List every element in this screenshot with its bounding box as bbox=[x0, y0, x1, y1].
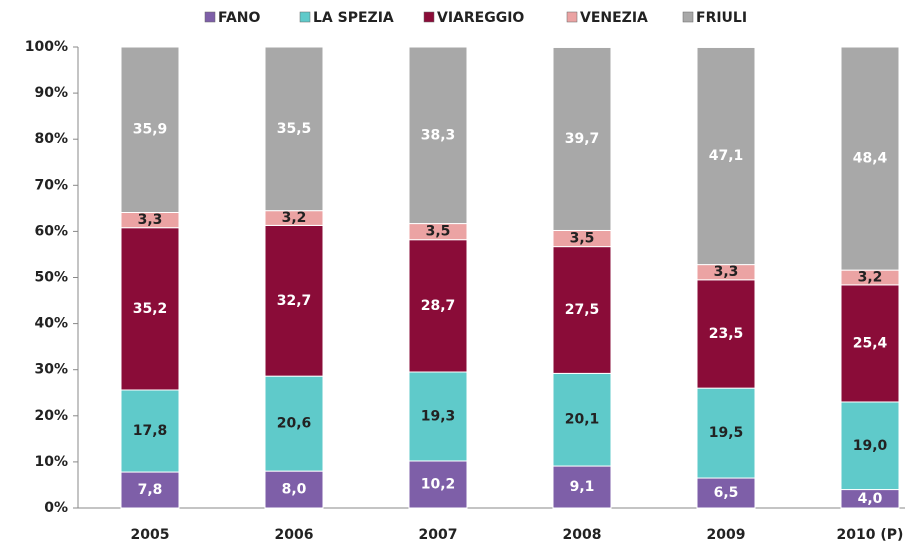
data-label: 19,3 bbox=[421, 408, 456, 424]
legend-swatch bbox=[423, 11, 435, 23]
data-label: 3,2 bbox=[858, 270, 883, 286]
bar-segment bbox=[120, 227, 180, 391]
bar-segment bbox=[408, 46, 468, 225]
y-tick-label: 40% bbox=[34, 316, 68, 332]
legend-label: VIAREGGIO bbox=[437, 10, 524, 26]
data-label: 20,6 bbox=[277, 416, 312, 432]
data-label: 28,7 bbox=[421, 298, 456, 314]
legend-swatch bbox=[682, 11, 694, 23]
y-tick-label: 50% bbox=[34, 270, 68, 286]
data-label: 3,2 bbox=[282, 210, 307, 226]
y-tick-label: 70% bbox=[34, 177, 68, 193]
data-label: 17,8 bbox=[133, 423, 168, 439]
bar-segment bbox=[552, 46, 612, 231]
data-label: 35,5 bbox=[277, 121, 312, 137]
data-label: 32,7 bbox=[277, 293, 312, 309]
bar-segment bbox=[696, 46, 756, 266]
y-tick-label: 20% bbox=[34, 408, 68, 424]
data-label: 19,0 bbox=[853, 438, 888, 454]
bar-segment bbox=[840, 401, 900, 491]
bar-segment bbox=[264, 375, 324, 472]
y-tick-label: 100% bbox=[25, 39, 68, 55]
y-tick-label: 30% bbox=[34, 362, 68, 378]
data-label: 20,1 bbox=[565, 412, 600, 428]
bar-segment bbox=[552, 372, 612, 467]
data-label: 6,5 bbox=[714, 485, 739, 501]
data-label: 27,5 bbox=[565, 302, 600, 318]
bar-segment bbox=[696, 387, 756, 479]
y-tick-label: 60% bbox=[34, 223, 68, 239]
data-label: 25,4 bbox=[853, 335, 888, 351]
data-label: 10,2 bbox=[421, 476, 456, 492]
bar-segment bbox=[840, 284, 900, 403]
y-tick-label: 0% bbox=[44, 500, 68, 516]
data-label: 48,4 bbox=[853, 151, 888, 167]
data-label: 35,2 bbox=[133, 301, 168, 317]
bar-segment bbox=[120, 389, 180, 473]
x-tick-label: 2008 bbox=[563, 527, 602, 543]
data-label: 9,1 bbox=[570, 479, 595, 495]
legend-label: FRIULI bbox=[696, 10, 747, 26]
legend-label: VENEZIA bbox=[580, 10, 648, 26]
x-tick-label: 2007 bbox=[419, 527, 458, 543]
bar-segment bbox=[696, 279, 756, 389]
bar-segment bbox=[264, 46, 324, 212]
bar-segment bbox=[552, 465, 612, 509]
data-label: 3,5 bbox=[570, 231, 595, 247]
x-tick-label: 2006 bbox=[275, 527, 314, 543]
bar-segment bbox=[408, 371, 468, 462]
data-label: 39,7 bbox=[565, 131, 600, 147]
data-label: 7,8 bbox=[138, 482, 163, 498]
legend-label: LA SPEZIA bbox=[313, 10, 394, 26]
legend-swatch bbox=[566, 11, 578, 23]
y-tick-label: 90% bbox=[34, 85, 68, 101]
data-label: 23,5 bbox=[709, 326, 744, 342]
bar-segment bbox=[120, 471, 180, 509]
data-label: 3,3 bbox=[138, 212, 163, 228]
x-tick-label: 2010 (P) bbox=[837, 527, 904, 543]
data-label: 19,5 bbox=[709, 425, 744, 441]
y-tick-label: 10% bbox=[34, 454, 68, 470]
legend-swatch bbox=[299, 11, 311, 23]
bar-segment bbox=[408, 239, 468, 373]
bar-segment bbox=[120, 46, 180, 213]
data-label: 3,5 bbox=[426, 224, 451, 240]
legend-swatch bbox=[204, 11, 216, 23]
x-tick-label: 2005 bbox=[131, 527, 170, 543]
legend-label: FANO bbox=[218, 10, 261, 26]
data-label: 38,3 bbox=[421, 127, 456, 143]
y-tick-label: 80% bbox=[34, 131, 68, 147]
data-label: 8,0 bbox=[282, 482, 307, 498]
data-label: 3,3 bbox=[714, 264, 739, 280]
x-tick-label: 2009 bbox=[707, 527, 746, 543]
bar-segment bbox=[840, 46, 900, 271]
data-label: 35,9 bbox=[133, 122, 168, 138]
bar-segment bbox=[552, 246, 612, 374]
data-label: 47,1 bbox=[709, 148, 744, 164]
bar-segment bbox=[264, 470, 324, 509]
data-label: 4,0 bbox=[858, 491, 883, 507]
